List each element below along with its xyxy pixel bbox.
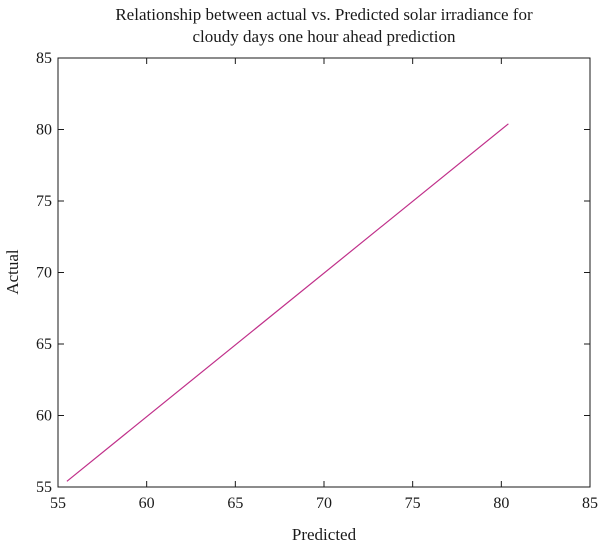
y-tick-label: 65 xyxy=(36,336,52,353)
y-tick-label: 60 xyxy=(36,408,52,425)
y-tick-label: 80 xyxy=(36,122,52,139)
chart-title-line-2: cloudy days one hour ahead prediction xyxy=(193,27,456,46)
x-tick-label: 60 xyxy=(139,495,155,512)
x-axis-label: Predicted xyxy=(292,525,357,544)
y-tick-label: 70 xyxy=(36,265,52,282)
x-tick-label: 55 xyxy=(50,495,66,512)
y-tick-label: 75 xyxy=(36,193,52,210)
y-axis: 55 60 65 70 75 80 85 xyxy=(36,50,590,496)
series-line-0 xyxy=(66,123,509,482)
chart-title-line-1: Relationship between actual vs. Predicte… xyxy=(115,5,533,24)
x-tick-label: 80 xyxy=(493,495,509,512)
x-tick-label: 75 xyxy=(405,495,421,512)
x-tick-label: 70 xyxy=(316,495,332,512)
y-axis-label: Actual xyxy=(3,249,22,295)
x-tick-label: 65 xyxy=(227,495,243,512)
y-tick-label: 55 xyxy=(36,479,52,496)
x-tick-label: 85 xyxy=(582,495,598,512)
y-tick-label: 85 xyxy=(36,50,52,67)
series-layer xyxy=(66,123,509,482)
x-axis: 55 60 65 70 75 80 85 xyxy=(50,58,598,512)
